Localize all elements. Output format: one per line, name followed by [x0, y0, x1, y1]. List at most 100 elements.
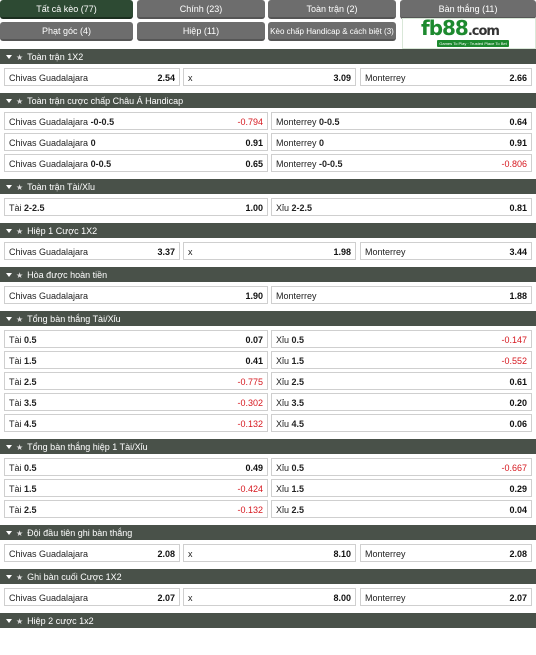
collapse-icon[interactable] [6, 444, 12, 449]
odds-value[interactable]: -0.775 [237, 377, 263, 387]
odds-value[interactable]: 2.08 [157, 549, 175, 559]
section-header[interactable]: ★ Tổng bàn thắng hiệp 1 Tài/Xỉu [0, 439, 536, 455]
odds-value[interactable]: 2.54 [157, 73, 175, 83]
tab-halves[interactable]: Hiệp (11) [137, 22, 265, 41]
odds-value[interactable]: 1.88 [509, 291, 527, 301]
odds-value[interactable]: -0.552 [501, 356, 527, 366]
fb88-logo[interactable]: fb88.com Games To Play · Trusted Place T… [402, 16, 536, 49]
odds-cell[interactable]: Xỉu 2-2.5 0.81 [271, 198, 532, 216]
star-icon[interactable]: ★ [16, 529, 24, 538]
odds-value[interactable]: -0.806 [501, 159, 527, 169]
tab-full-match[interactable]: Toàn trận (2) [268, 0, 396, 19]
star-icon[interactable]: ★ [16, 53, 24, 62]
odds-cell[interactable]: Tài 2.5 -0.775 [4, 372, 268, 390]
section-header[interactable]: ★ Toàn trận 1X2 [0, 49, 536, 65]
odds-value[interactable]: -0.147 [501, 335, 527, 345]
star-icon[interactable]: ★ [16, 227, 24, 236]
collapse-icon[interactable] [6, 530, 12, 535]
odds-value[interactable]: -0.667 [501, 463, 527, 473]
odds-cell[interactable]: Chivas Guadalajara 3.37 [4, 242, 180, 260]
collapse-icon[interactable] [6, 54, 12, 59]
odds-value[interactable]: 1.00 [245, 203, 263, 213]
section-header[interactable]: ★ Toàn trận cược chấp Châu Á Handicap [0, 93, 536, 109]
odds-cell[interactable]: Tài 0.5 0.49 [4, 458, 268, 476]
odds-cell[interactable]: Monterrey 2.07 [360, 588, 532, 606]
odds-cell[interactable]: Tài 1.5 0.41 [4, 351, 268, 369]
odds-value[interactable]: -0.132 [237, 419, 263, 429]
odds-value[interactable]: 0.65 [245, 159, 263, 169]
odds-value[interactable]: 0.61 [509, 377, 527, 387]
star-icon[interactable]: ★ [16, 573, 24, 582]
odds-value[interactable]: 2.07 [509, 593, 527, 603]
section-header[interactable]: ★ Hiệp 2 cược 1x2 [0, 613, 536, 629]
star-icon[interactable]: ★ [16, 97, 24, 106]
odds-value[interactable]: 1.90 [245, 291, 263, 301]
collapse-icon[interactable] [6, 98, 12, 103]
odds-value[interactable]: 0.91 [509, 138, 527, 148]
odds-value[interactable]: 0.06 [509, 419, 527, 429]
odds-cell[interactable]: Tài 1.5 -0.424 [4, 479, 268, 497]
odds-cell[interactable]: Chivas Guadalajara 1.90 [4, 286, 268, 304]
odds-cell[interactable]: Chivas Guadalajara 2.07 [4, 588, 180, 606]
odds-value[interactable]: 2.66 [509, 73, 527, 83]
odds-value[interactable]: 3.09 [333, 73, 351, 83]
odds-cell[interactable]: Monterrey 2.66 [360, 68, 532, 86]
odds-cell[interactable]: Monterrey 3.44 [360, 242, 532, 260]
tab-handicap[interactable]: Kèo chấp Handicap & cách biệt (3) [268, 22, 396, 41]
odds-value[interactable]: 3.37 [157, 247, 175, 257]
odds-cell[interactable]: Monterrey 1.88 [271, 286, 532, 304]
tab-all-markets[interactable]: Tất cả kèo (77) [0, 0, 133, 19]
odds-value[interactable]: 0.81 [509, 203, 527, 213]
section-header[interactable]: ★ Toàn trận Tài/Xỉu [0, 179, 536, 195]
collapse-icon[interactable] [6, 184, 12, 189]
odds-cell[interactable]: x 8.00 [183, 588, 356, 606]
collapse-icon[interactable] [6, 618, 12, 623]
section-header[interactable]: ★ Ghi bàn cuối Cược 1X2 [0, 569, 536, 585]
odds-value[interactable]: 0.04 [509, 505, 527, 515]
odds-cell[interactable]: Xỉu 2.5 0.61 [271, 372, 532, 390]
odds-cell[interactable]: Tài 3.5 -0.302 [4, 393, 268, 411]
odds-cell[interactable]: Xỉu 1.5 0.29 [271, 479, 532, 497]
odds-cell[interactable]: Tài 2-2.5 1.00 [4, 198, 268, 216]
collapse-icon[interactable] [6, 272, 12, 277]
odds-cell[interactable]: Chivas Guadalajara -0-0.5 -0.794 [4, 112, 268, 130]
odds-cell[interactable]: Xỉu 4.5 0.06 [271, 414, 532, 432]
star-icon[interactable]: ★ [16, 617, 24, 626]
odds-value[interactable]: 8.10 [333, 549, 351, 559]
star-icon[interactable]: ★ [16, 443, 24, 452]
odds-cell[interactable]: Monterrey 2.08 [360, 544, 532, 562]
odds-value[interactable]: -0.132 [237, 505, 263, 515]
tab-corners[interactable]: Phạt góc (4) [0, 22, 133, 41]
odds-value[interactable]: -0.302 [237, 398, 263, 408]
odds-cell[interactable]: x 8.10 [183, 544, 356, 562]
tab-main[interactable]: Chính (23) [137, 0, 265, 19]
section-header[interactable]: ★ Tổng bàn thắng Tài/Xỉu [0, 311, 536, 327]
odds-cell[interactable]: Chivas Guadalajara 2.54 [4, 68, 180, 86]
odds-cell[interactable]: Chivas Guadalajara 0 0.91 [4, 133, 268, 151]
section-header[interactable]: ★ Hòa được hoàn tiền [0, 267, 536, 283]
odds-value[interactable]: 0.20 [509, 398, 527, 408]
odds-cell[interactable]: Chivas Guadalajara 0-0.5 0.65 [4, 154, 268, 172]
odds-cell[interactable]: Tài 4.5 -0.132 [4, 414, 268, 432]
odds-value[interactable]: 2.08 [509, 549, 527, 559]
odds-value[interactable]: 0.41 [245, 356, 263, 366]
odds-cell[interactable]: Tài 0.5 0.07 [4, 330, 268, 348]
odds-cell[interactable]: x 3.09 [183, 68, 356, 86]
star-icon[interactable]: ★ [16, 183, 24, 192]
odds-cell[interactable]: Xỉu 0.5 -0.147 [271, 330, 532, 348]
odds-cell[interactable]: Xỉu 3.5 0.20 [271, 393, 532, 411]
odds-value[interactable]: 0.49 [245, 463, 263, 473]
odds-value[interactable]: 1.98 [333, 247, 351, 257]
odds-value[interactable]: 0.91 [245, 138, 263, 148]
odds-value[interactable]: 8.00 [333, 593, 351, 603]
star-icon[interactable]: ★ [16, 271, 24, 280]
odds-value[interactable]: -0.794 [237, 117, 263, 127]
odds-cell[interactable]: Xỉu 0.5 -0.667 [271, 458, 532, 476]
collapse-icon[interactable] [6, 316, 12, 321]
odds-value[interactable]: 0.64 [509, 117, 527, 127]
odds-cell[interactable]: Tài 2.5 -0.132 [4, 500, 268, 518]
odds-value[interactable]: 2.07 [157, 593, 175, 603]
odds-value[interactable]: 0.29 [509, 484, 527, 494]
odds-cell[interactable]: Monterrey 0 0.91 [271, 133, 532, 151]
odds-value[interactable]: -0.424 [237, 484, 263, 494]
